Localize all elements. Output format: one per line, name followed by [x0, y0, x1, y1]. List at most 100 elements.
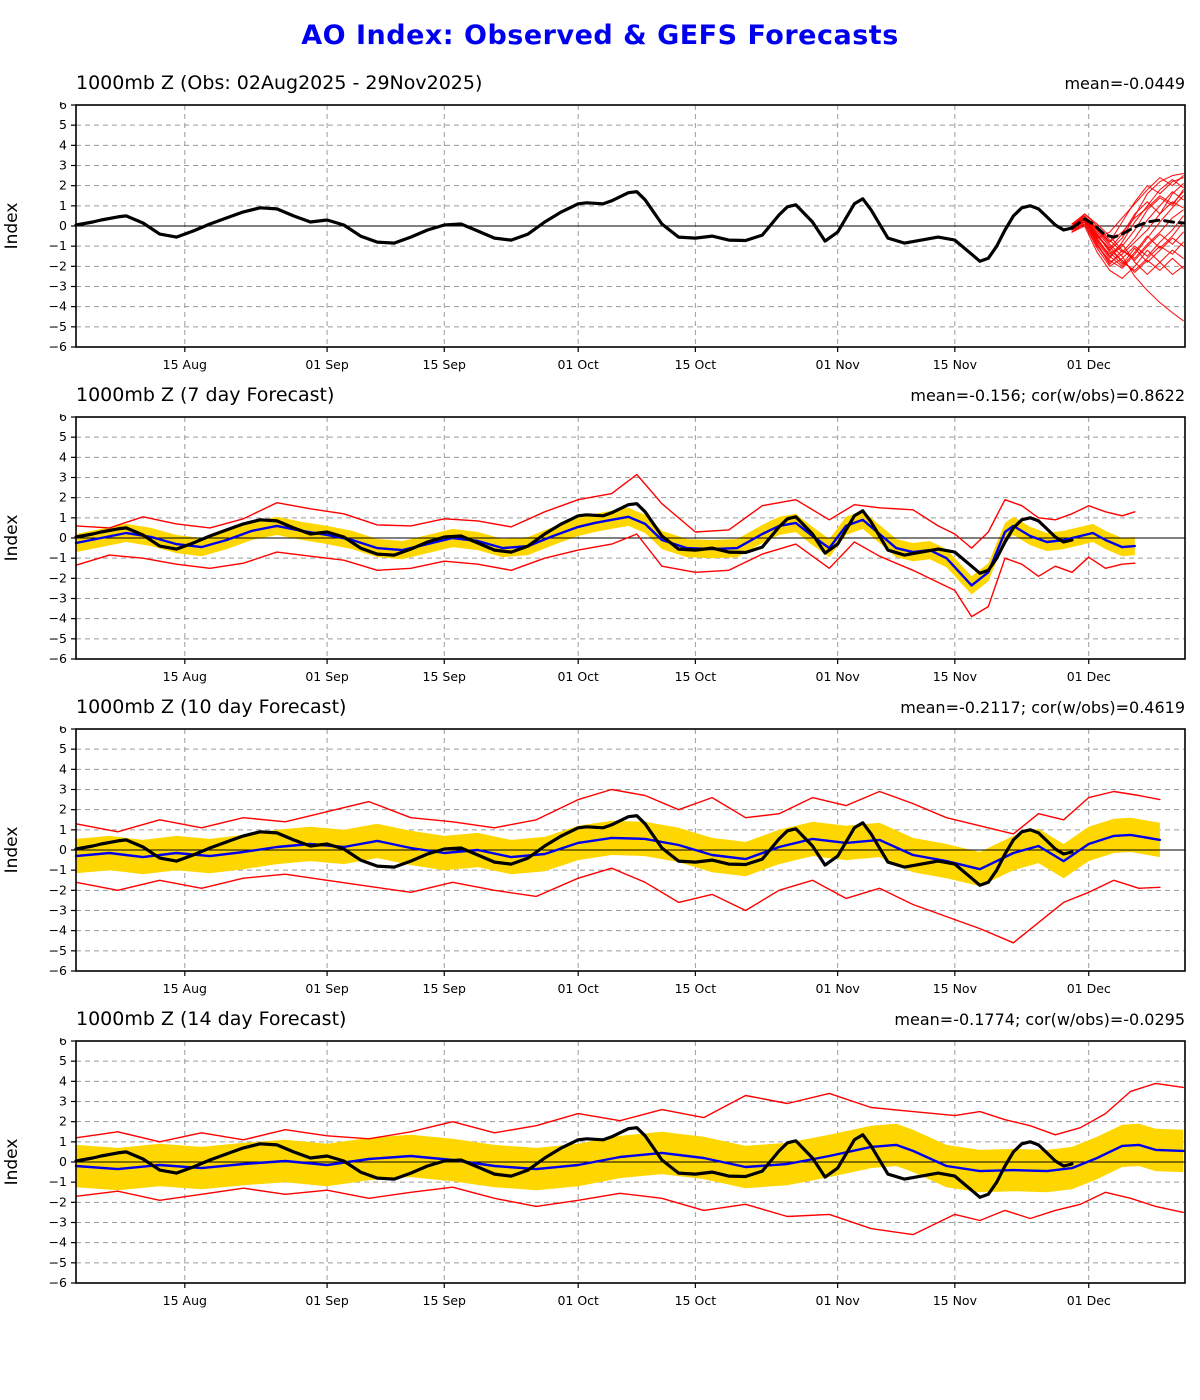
panel-title: 1000mb Z (10 day Forecast) [76, 696, 347, 718]
y-tick-label: 1 [59, 1134, 67, 1149]
y-tick-label: 5 [59, 117, 67, 132]
y-tick-label: −4 [49, 1235, 67, 1250]
y-tick-label: 4 [59, 761, 67, 776]
panel-plot-svg: 15 Aug 01 Sep 15 Sep 01 Oct 15 Oct 01 Nov 15 N… [2, 414, 1186, 684]
y-tick-label: 2 [59, 178, 67, 193]
x-tick-label: 01 Oct [557, 981, 599, 996]
x-tick-label: 01 Sep [305, 1293, 349, 1308]
x-tick-label: 01 Oct [557, 357, 599, 372]
x-tick-label: 15 Aug [163, 1293, 207, 1308]
x-tick-label: 01 Sep [305, 357, 349, 372]
ensemble-member-line [1071, 195, 1184, 269]
y-tick-label: −1 [49, 238, 67, 253]
y-axis-label: Index [2, 203, 22, 250]
ensemble-member-line [1071, 217, 1184, 265]
y-tick-label: −3 [49, 591, 67, 606]
x-tick-label: 15 Sep [423, 357, 467, 372]
spread-band [76, 817, 1160, 887]
x-tick-label: 01 Dec [1067, 1293, 1111, 1308]
forecast-mean-line [74, 1143, 1185, 1173]
y-tick-label: −4 [49, 923, 67, 938]
y-tick-label: 6 [59, 414, 67, 424]
panel-14day-forecast: 1000mb Z (14 day Forecast) mean=-0.1774;… [0, 1008, 1200, 1314]
y-tick-label: 0 [59, 842, 67, 857]
ensemble-member-line [1071, 189, 1184, 257]
y-tick-label: −1 [49, 550, 67, 565]
y-tick-label: 2 [59, 490, 67, 505]
y-tick-label: −6 [49, 963, 67, 978]
panel-stats: mean=-0.1774; cor(w/obs)=-0.0295 [894, 1010, 1185, 1029]
envelope-upper-line [75, 1082, 1184, 1143]
ensemble-member-line [1071, 191, 1184, 253]
ensemble-mean-dashed-line [1070, 217, 1185, 239]
y-tick-label: 0 [59, 530, 67, 545]
y-tick-label: 5 [59, 429, 67, 444]
y-tick-label: 3 [59, 1094, 67, 1109]
y-axis-label: Index [2, 1139, 22, 1186]
y-tick-label: 1 [59, 510, 67, 525]
x-tick-label: 15 Nov [933, 1293, 978, 1308]
panel-observed: 1000mb Z (Obs: 02Aug2025 - 29Nov2025) me… [0, 72, 1200, 378]
ensemble-member-line [1071, 225, 1184, 279]
forecast-mean-line [74, 833, 1162, 871]
observed-line [74, 1126, 1074, 1199]
panel-title: 1000mb Z (Obs: 02Aug2025 - 29Nov2025) [76, 72, 483, 94]
ensemble-member-line [1071, 183, 1184, 249]
y-tick-label: 3 [59, 782, 67, 797]
x-tick-label: 15 Sep [423, 1293, 467, 1308]
observed-line [74, 190, 1074, 263]
y-tick-label: 0 [59, 218, 67, 233]
x-tick-label: 01 Dec [1067, 357, 1111, 372]
y-tick-label: 1 [59, 198, 67, 213]
panel-header: 1000mb Z (7 day Forecast) mean=-0.156; c… [0, 384, 1200, 414]
panel-header: 1000mb Z (Obs: 02Aug2025 - 29Nov2025) me… [0, 72, 1200, 102]
x-tick-label: 15 Oct [675, 669, 717, 684]
figure-title: AO Index: Observed & GEFS Forecasts [301, 20, 899, 51]
y-tick-label: −5 [49, 319, 67, 334]
x-tick-label: 01 Dec [1067, 669, 1111, 684]
envelope-lower-line [75, 533, 1136, 618]
x-tick-label: 15 Oct [675, 357, 717, 372]
y-tick-label: −1 [49, 1174, 67, 1189]
panel-stats: mean=-0.0449 [1064, 74, 1185, 93]
ensemble-member-line [1071, 219, 1184, 267]
y-tick-label: −6 [49, 1275, 67, 1290]
x-tick-label: 15 Nov [933, 357, 978, 372]
spread-band [76, 507, 1135, 595]
y-tick-label: −3 [49, 279, 67, 294]
ensemble-member-line [1071, 209, 1184, 259]
x-tick-label: 15 Aug [163, 981, 207, 996]
ensemble-member-line [1071, 201, 1184, 263]
x-tick-label: 15 Aug [163, 669, 207, 684]
y-tick-label: 3 [59, 470, 67, 485]
y-tick-label: 4 [59, 137, 67, 152]
observed-line [74, 814, 1074, 887]
y-tick-label: −2 [49, 258, 67, 273]
x-tick-label: 01 Nov [816, 1293, 861, 1308]
y-tick-label: 4 [59, 449, 67, 464]
panel-plot-svg: 15 Aug 01 Sep 15 Sep 01 Oct 15 Oct 01 Nov 15 N… [2, 726, 1186, 996]
y-tick-label: 6 [59, 1038, 67, 1048]
y-tick-label: −5 [49, 631, 67, 646]
y-tick-label: −3 [49, 903, 67, 918]
envelope-lower-line [75, 1186, 1184, 1236]
y-tick-label: −2 [49, 882, 67, 897]
y-tick-label: −4 [49, 299, 67, 314]
y-tick-label: 1 [59, 822, 67, 837]
x-tick-label: 01 Sep [305, 669, 349, 684]
y-tick-label: −5 [49, 1255, 67, 1270]
y-tick-label: 3 [59, 158, 67, 173]
x-tick-label: 01 Oct [557, 669, 599, 684]
x-tick-label: 15 Oct [675, 1293, 717, 1308]
panel-7day-forecast: 1000mb Z (7 day Forecast) mean=-0.156; c… [0, 384, 1200, 690]
x-tick-label: 15 Nov [933, 669, 978, 684]
x-tick-label: 15 Aug [163, 357, 207, 372]
panel-10day-forecast: 1000mb Z (10 day Forecast) mean=-0.2117;… [0, 696, 1200, 1002]
x-tick-label: 01 Nov [816, 669, 861, 684]
panel-stats: mean=-0.156; cor(w/obs)=0.8622 [910, 386, 1185, 405]
x-tick-label: 15 Sep [423, 981, 467, 996]
y-tick-label: 4 [59, 1073, 67, 1088]
x-tick-label: 01 Nov [816, 981, 861, 996]
panel-header: 1000mb Z (14 day Forecast) mean=-0.1774;… [0, 1008, 1200, 1038]
y-tick-label: −2 [49, 1194, 67, 1209]
